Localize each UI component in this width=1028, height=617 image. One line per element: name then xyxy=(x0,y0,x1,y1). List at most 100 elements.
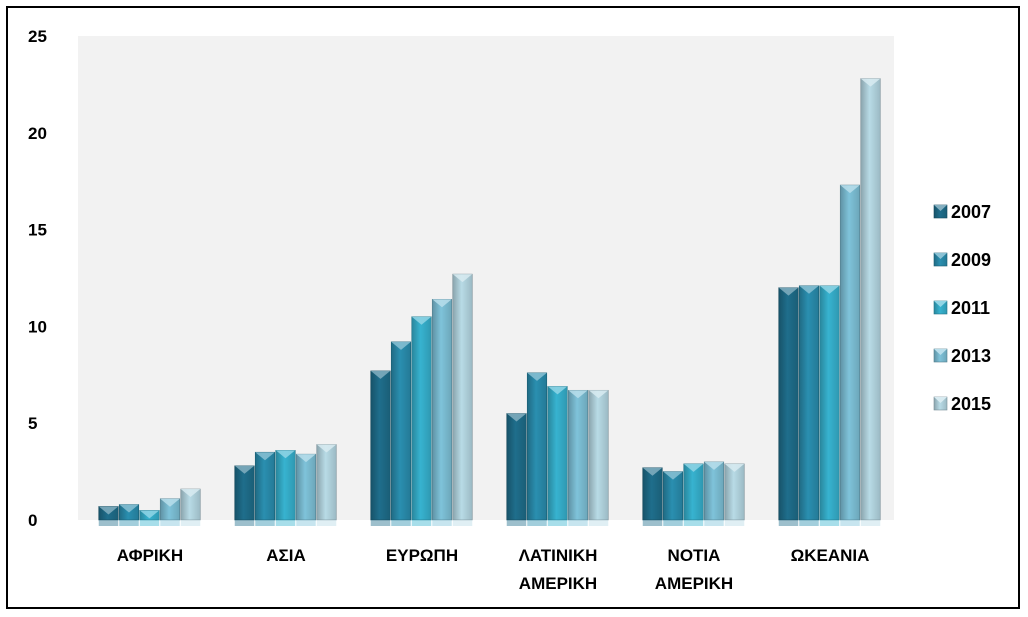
bar-base xyxy=(275,520,296,526)
bar-base xyxy=(704,520,724,526)
y-tick-label: 0 xyxy=(28,511,37,530)
legend-swatch-cap xyxy=(934,349,947,355)
bar-base xyxy=(778,520,799,526)
bar-base xyxy=(840,520,860,526)
bar-base xyxy=(547,520,568,526)
bar-base xyxy=(642,520,663,526)
chart-frame: 0 5 10 15 20 25 ΑΦΡΙΚΗ ΑΣΙΑ ΕΥΡΩΠΗ ΛΑΤΙΝΙΚΗ ΑΜΕΡΙ… xyxy=(6,6,1020,609)
bar-cap xyxy=(683,463,704,472)
legend-label: 2009 xyxy=(951,250,991,270)
bar-base xyxy=(316,520,337,526)
legend-swatch-cap xyxy=(934,205,947,211)
bar-base xyxy=(588,520,609,526)
y-axis: 0 5 10 15 20 25 xyxy=(28,27,47,530)
bar-base xyxy=(180,520,201,526)
bar-chart: 0 5 10 15 20 25 ΑΦΡΙΚΗ ΑΣΙΑ ΕΥΡΩΠΗ ΛΑΤΙΝΙΚΗ ΑΜΕΡΙ… xyxy=(28,27,991,593)
bar-cap xyxy=(547,386,568,395)
bar-cap xyxy=(234,465,255,474)
legend-item: 2015 xyxy=(933,394,991,414)
bar-cap xyxy=(704,461,724,470)
y-tick-label: 5 xyxy=(28,414,37,433)
category-label: ΝΟΤΙΑ ΑΜΕΡΙΚΗ xyxy=(655,546,733,593)
bar-cap xyxy=(588,390,609,399)
bar-base xyxy=(391,520,411,526)
legend-swatch-cap xyxy=(934,397,947,403)
bar-base xyxy=(452,520,473,526)
bar-base xyxy=(724,520,745,526)
bar-cap xyxy=(411,316,432,325)
plot-area xyxy=(78,36,894,520)
bar-cap xyxy=(370,370,391,379)
bar-cap xyxy=(860,78,881,87)
bar xyxy=(588,389,609,521)
bar xyxy=(295,453,317,521)
bar-cap xyxy=(724,463,745,472)
bar-base xyxy=(860,520,881,526)
bar-cap xyxy=(160,498,180,507)
bar-cap xyxy=(778,287,799,296)
y-tick-label: 10 xyxy=(28,317,47,336)
y-tick-label: 20 xyxy=(28,124,47,143)
bar xyxy=(778,287,799,521)
bar-cap xyxy=(642,467,663,476)
bar-cap xyxy=(506,413,527,422)
bar xyxy=(452,273,473,521)
y-tick-label: 25 xyxy=(28,27,47,46)
bar xyxy=(547,386,568,521)
bar xyxy=(316,444,337,521)
category-label: ΑΣΙΑ xyxy=(266,546,305,565)
bar-cap xyxy=(452,274,473,283)
bar-base xyxy=(139,520,160,526)
bar-cap xyxy=(568,390,588,399)
bar-base xyxy=(255,520,275,526)
bar-base xyxy=(799,520,819,526)
bar-cap xyxy=(316,444,337,453)
bar-cap xyxy=(98,506,119,515)
legend: 2007 2009 2011 2013 2015 xyxy=(933,202,991,414)
legend-label: 2007 xyxy=(951,202,991,222)
bar-cap xyxy=(139,510,160,519)
bar xyxy=(506,413,527,521)
bar-cap xyxy=(663,471,683,480)
bars xyxy=(98,78,881,526)
bar xyxy=(526,372,548,521)
x-axis: ΑΦΡΙΚΗ ΑΣΙΑ ΕΥΡΩΠΗ ΛΑΤΙΝΙΚΗ ΑΜΕΡΙΚΗ ΝΟΤΙΑ ΑΜΕΡ… xyxy=(117,546,870,593)
legend-label: 2015 xyxy=(951,394,991,414)
bar-base xyxy=(506,520,527,526)
bar xyxy=(839,184,861,521)
legend-label: 2013 xyxy=(951,346,991,366)
bar-cap xyxy=(275,450,296,459)
bar-cap xyxy=(432,299,452,308)
bar xyxy=(234,465,255,521)
bar-cap xyxy=(799,285,819,294)
bar-base xyxy=(683,520,704,526)
category-label: ΩΚΕΑΝΙΑ xyxy=(791,546,870,565)
bar-base xyxy=(370,520,391,526)
bar xyxy=(683,463,704,521)
bar-base xyxy=(819,520,840,526)
category-label: ΛΑΤΙΝΙΚΗ ΑΜΕΡΙΚΗ xyxy=(519,546,598,593)
bar-cap xyxy=(180,489,201,498)
bar xyxy=(819,285,840,521)
bar xyxy=(703,461,725,521)
bar-base xyxy=(119,520,139,526)
bar-base xyxy=(98,520,119,526)
bar-base xyxy=(160,520,180,526)
bar-base xyxy=(663,520,683,526)
bar xyxy=(275,450,296,521)
legend-swatch-cap xyxy=(934,301,947,307)
legend-label: 2011 xyxy=(951,298,990,318)
bar-cap xyxy=(391,341,411,350)
category-label: ΑΦΡΙΚΗ xyxy=(117,546,183,565)
legend-item: 2013 xyxy=(933,346,991,366)
bar-cap xyxy=(296,454,316,463)
bar xyxy=(411,316,432,521)
bar-base xyxy=(527,520,547,526)
bar-base xyxy=(568,520,588,526)
bar xyxy=(431,298,453,521)
bar-cap xyxy=(819,285,840,294)
bar xyxy=(724,463,745,521)
bar xyxy=(390,341,412,521)
bar xyxy=(254,451,276,521)
bar-cap xyxy=(119,504,139,513)
